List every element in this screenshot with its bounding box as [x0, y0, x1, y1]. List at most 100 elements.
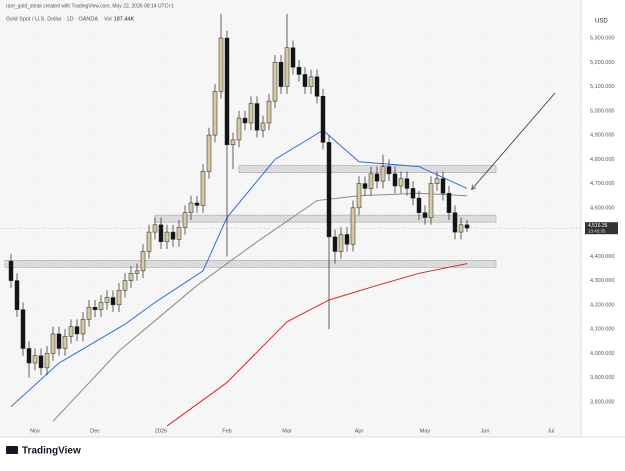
volume: 187.44K — [114, 16, 135, 22]
y-tick-label: 5,200.000 — [590, 60, 614, 66]
candle-body — [200, 171, 206, 206]
credit: rare_gold_steak created with TradingView… — [6, 3, 174, 9]
candle-body — [422, 212, 428, 218]
candle-body — [110, 297, 116, 306]
candle-body — [194, 202, 200, 206]
price-tag-label: 4,516.35 — [588, 223, 608, 229]
candle-body — [248, 103, 254, 124]
candle-body — [86, 307, 92, 320]
candle-body — [272, 62, 278, 102]
candle-body — [404, 178, 410, 189]
candle-body — [464, 224, 470, 229]
candle-body — [230, 139, 236, 146]
zone — [154, 214, 497, 223]
x-tick-label: 2026 — [155, 428, 167, 434]
x-tick-label: May — [420, 428, 431, 434]
x-tick-label: Nov — [30, 428, 40, 434]
candle-body — [386, 166, 392, 175]
candle-body — [140, 251, 146, 272]
y-tick-label: 3,800.000 — [590, 399, 614, 405]
legend: Gold Spot / U.S. Dollar · 1D · OANDA — [6, 16, 98, 22]
volume-label: Vol — [104, 16, 112, 22]
candle-body — [50, 333, 56, 354]
candle-body — [62, 336, 68, 349]
y-tick-label: 5,300.000 — [590, 36, 614, 42]
currency: USD — [595, 19, 608, 25]
candle-body — [38, 355, 44, 369]
y-tick-label: 4,100.000 — [590, 327, 614, 333]
candle-body — [332, 236, 338, 252]
candle-body — [182, 212, 188, 228]
arrow — [472, 92, 556, 189]
y-tick-label: 5,000.000 — [590, 108, 614, 114]
zone — [238, 165, 497, 173]
y-tick-label: 4,300.000 — [590, 278, 614, 284]
zone — [4, 259, 497, 268]
candle-body — [446, 193, 452, 213]
plot — [0, 13, 581, 427]
candle-body — [20, 309, 26, 349]
y-tick-label: 4,700.000 — [590, 181, 614, 187]
candle-body — [314, 76, 320, 97]
candle-body — [134, 270, 140, 274]
candle-body — [152, 224, 158, 233]
candle-body — [362, 183, 368, 189]
logo — [6, 446, 18, 454]
candle-body — [170, 231, 176, 240]
candle-body — [266, 100, 272, 124]
candle-body — [380, 166, 386, 182]
candle-body — [278, 62, 284, 87]
candle-body — [428, 183, 434, 218]
candle-body — [338, 234, 344, 252]
candle-body — [302, 74, 308, 87]
y-tick-label: 4,000.000 — [590, 351, 614, 357]
y-tick-label: 3,900.000 — [590, 375, 614, 381]
candle-body — [164, 231, 170, 243]
y-tick-label: 4,200.000 — [590, 302, 614, 308]
candle-body — [410, 188, 416, 199]
candle-body — [68, 326, 74, 337]
candle-body — [350, 207, 356, 245]
candle-body — [296, 66, 302, 75]
candle-body — [344, 234, 350, 245]
candle-body — [356, 183, 362, 209]
candle-body — [26, 348, 32, 364]
candle-body — [452, 212, 458, 233]
candle-body — [260, 122, 266, 131]
x-tick-label: Dec — [90, 428, 100, 434]
candle-body — [326, 142, 332, 238]
candle-body — [176, 226, 182, 240]
candle-body — [14, 280, 20, 310]
x-tick-label: Jul — [547, 428, 554, 434]
candle-body — [98, 302, 104, 310]
y-tick-label: 5,100.000 — [590, 84, 614, 90]
candle-body — [236, 117, 242, 141]
candle-body — [416, 197, 422, 213]
x-tick-label: Mar — [282, 428, 292, 434]
y-tick-label: 4,900.000 — [590, 133, 614, 139]
price-tag-countdown: 13:45:35 — [588, 228, 606, 233]
candle-body — [128, 273, 134, 281]
candle-body — [392, 173, 398, 187]
candle-body — [242, 117, 248, 124]
y-tick-label: 4,400.000 — [590, 254, 614, 260]
candle-body — [44, 353, 50, 369]
candle-body — [158, 224, 164, 243]
candle-body — [122, 280, 128, 291]
candle-body — [80, 319, 86, 335]
candle-body — [290, 47, 296, 68]
brand: TradingView — [22, 446, 81, 457]
candle-body — [254, 103, 260, 131]
x-tick-label: Feb — [222, 428, 231, 434]
candle-body — [32, 355, 38, 364]
x-tick-label: Jun — [481, 428, 490, 434]
candle-body — [374, 173, 380, 182]
candle-body — [116, 290, 122, 306]
candle-body — [56, 333, 62, 349]
price-tag — [585, 222, 618, 235]
y-tick-label: 4,600.000 — [590, 205, 614, 211]
candle-body — [434, 178, 440, 184]
candle-body — [440, 178, 446, 194]
candle-body — [104, 297, 110, 303]
